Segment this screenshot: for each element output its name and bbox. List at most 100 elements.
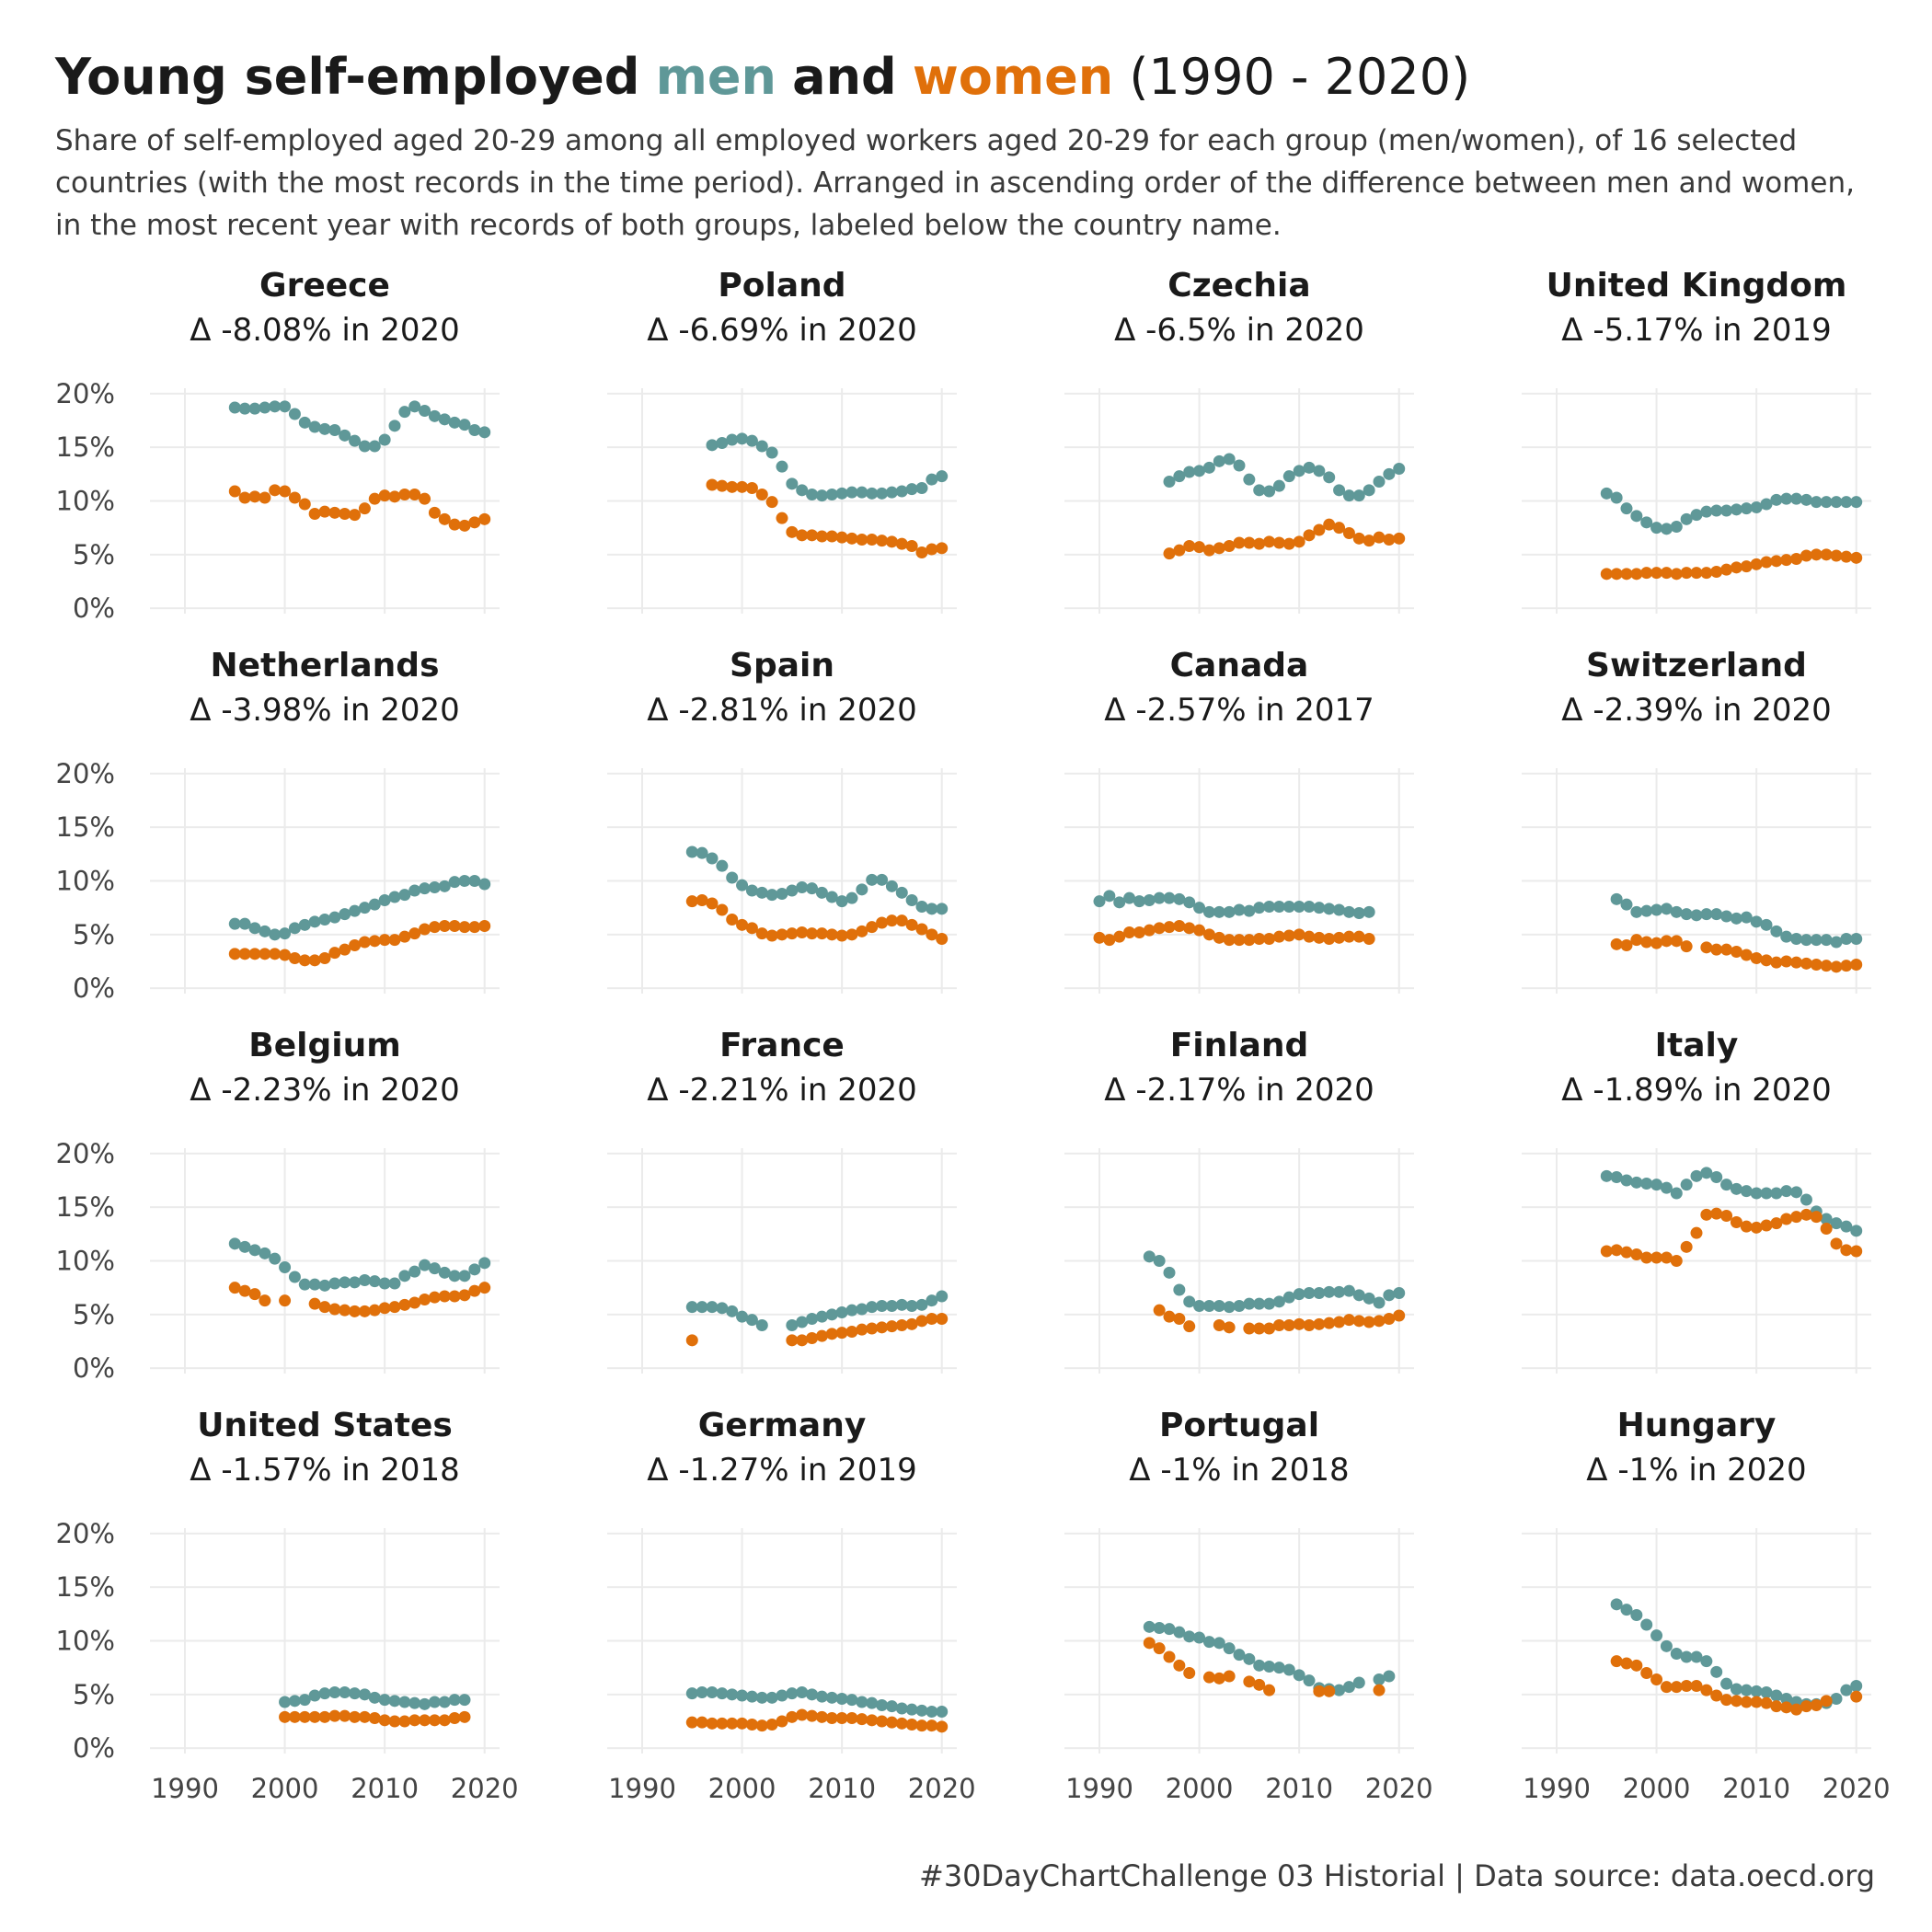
point-women <box>1202 544 1215 557</box>
point-men <box>1333 1285 1346 1298</box>
title-part1: Young self-employed <box>55 48 640 106</box>
point-women <box>1730 946 1742 958</box>
point-women <box>1640 567 1653 580</box>
point-women <box>248 1288 261 1301</box>
y-tick-label: 10% <box>56 866 115 897</box>
point-men <box>318 1687 331 1700</box>
point-women <box>1223 540 1236 552</box>
point-women <box>318 505 331 518</box>
point-women <box>905 1317 918 1330</box>
point-women <box>1263 535 1276 548</box>
point-men <box>1363 1292 1375 1305</box>
point-men <box>259 401 271 414</box>
point-men <box>279 1696 292 1708</box>
point-women <box>1253 1322 1266 1335</box>
point-women <box>1123 926 1136 938</box>
point-men <box>1690 909 1703 922</box>
chart-subtitle: Share of self-employed aged 20-29 among … <box>55 124 1855 242</box>
point-women <box>806 529 819 542</box>
point-women <box>926 1313 938 1325</box>
point-men <box>419 1697 431 1710</box>
point-women <box>1103 934 1116 947</box>
panel-delta-label: Δ -1% in 2018 <box>1129 1452 1349 1489</box>
point-men <box>926 473 938 486</box>
point-men <box>936 470 949 483</box>
title-women-word: women <box>912 48 1114 106</box>
panel-title: United Kingdom <box>1547 267 1847 305</box>
facet-panel: Finland Δ -2.17% in 2020 <box>1064 1027 1414 1374</box>
point-women <box>378 1714 391 1727</box>
facet-panel: Netherlands Δ -3.98% in 2020 0% 5% 10% 15% 20% <box>56 647 500 1004</box>
point-men <box>1830 1217 1843 1230</box>
point-men <box>1650 1629 1663 1642</box>
point-women <box>1153 1642 1166 1655</box>
point-women <box>1163 921 1176 934</box>
point-women <box>1143 1637 1156 1650</box>
x-tick-label: 2010 <box>1722 1773 1790 1804</box>
point-women <box>926 928 938 941</box>
point-men <box>1730 1683 1742 1696</box>
point-women <box>1263 1684 1276 1696</box>
point-women <box>856 1713 868 1726</box>
point-men <box>448 876 461 889</box>
point-men <box>248 402 261 415</box>
point-men <box>815 1690 828 1703</box>
point-men <box>1173 1626 1186 1639</box>
point-women <box>1333 931 1346 944</box>
panel-delta-label: Δ -1.89% in 2020 <box>1561 1072 1831 1109</box>
point-women <box>1313 523 1326 536</box>
y-tick-label: 5% <box>73 919 115 950</box>
facet-panel: Greece Δ -8.08% in 2020 0% 5% 10% 15% 20% <box>56 267 500 624</box>
point-women <box>1163 1310 1176 1323</box>
point-women <box>1630 568 1643 581</box>
point-men <box>1690 1650 1703 1663</box>
point-women <box>806 1332 819 1344</box>
point-women <box>1213 542 1225 555</box>
point-women <box>1770 555 1783 568</box>
point-women <box>1760 1696 1773 1709</box>
point-women <box>259 491 271 504</box>
point-women <box>1760 556 1773 569</box>
point-women <box>1740 1220 1753 1233</box>
facet-panel: Canada Δ -2.57% in 2017 <box>1064 647 1414 994</box>
point-men <box>468 1263 481 1276</box>
point-women <box>368 1304 381 1317</box>
point-women <box>398 930 411 943</box>
y-tick-label: 20% <box>56 758 115 789</box>
point-men <box>238 402 251 415</box>
point-men <box>1630 905 1643 918</box>
point-women <box>685 895 698 908</box>
point-women <box>825 1328 838 1340</box>
point-women <box>856 925 868 937</box>
point-women <box>685 1334 698 1347</box>
point-men <box>905 1703 918 1716</box>
point-men <box>378 433 391 446</box>
point-women <box>1282 537 1295 550</box>
point-women <box>398 489 411 500</box>
point-men <box>349 1276 362 1289</box>
point-women <box>1342 527 1355 539</box>
point-women <box>1800 957 1812 970</box>
point-women <box>1193 924 1206 937</box>
point-women <box>318 1301 331 1314</box>
point-women <box>726 914 739 926</box>
point-women <box>1850 959 1863 971</box>
point-men <box>1293 901 1305 913</box>
point-women <box>408 1296 421 1309</box>
point-women <box>755 927 768 940</box>
y-tick-label: 0% <box>73 1352 115 1384</box>
point-women <box>1610 1244 1623 1257</box>
point-women <box>1830 960 1843 973</box>
y-tick-label: 5% <box>73 539 115 570</box>
point-men <box>1740 502 1753 515</box>
point-men <box>1610 491 1623 504</box>
point-women <box>1700 941 1713 954</box>
panel-delta-label: Δ -2.17% in 2020 <box>1104 1072 1374 1109</box>
point-women <box>1393 532 1406 545</box>
point-women <box>1650 1251 1663 1264</box>
x-tick-label: 1990 <box>1523 1773 1591 1804</box>
point-women <box>358 1305 371 1317</box>
point-women <box>736 1717 749 1730</box>
point-women <box>1610 568 1623 581</box>
point-men <box>248 922 261 935</box>
